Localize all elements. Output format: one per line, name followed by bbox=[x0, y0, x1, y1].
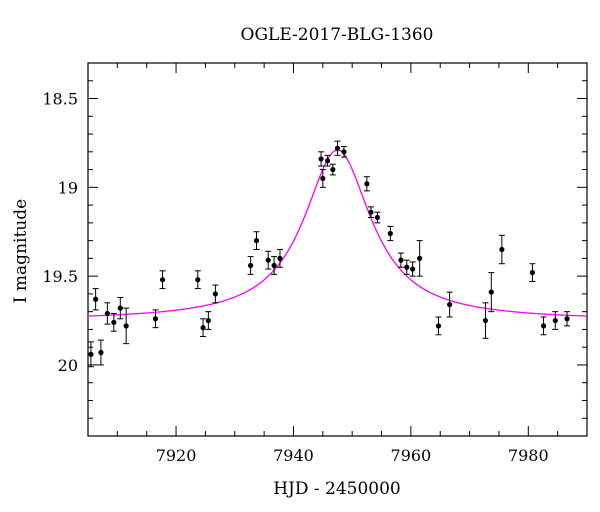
data-point bbox=[92, 288, 99, 311]
data-point bbox=[446, 291, 453, 318]
point-marker bbox=[341, 149, 347, 155]
data-point bbox=[409, 261, 416, 277]
point-marker bbox=[123, 323, 129, 329]
y-axis-label: I magnitude bbox=[11, 199, 31, 303]
point-marker bbox=[330, 166, 336, 173]
point-marker bbox=[318, 156, 324, 162]
data-point bbox=[387, 225, 394, 242]
point-marker bbox=[277, 255, 283, 261]
data-point bbox=[152, 309, 159, 329]
data-point bbox=[200, 318, 207, 338]
point-marker bbox=[564, 316, 570, 322]
y-tick-label: 19.5 bbox=[42, 267, 78, 286]
y-tick-label: 19 bbox=[58, 178, 78, 197]
point-marker bbox=[417, 255, 423, 261]
point-marker bbox=[152, 316, 159, 322]
data-point bbox=[247, 256, 254, 275]
point-marker bbox=[435, 323, 442, 329]
point-marker bbox=[404, 264, 410, 270]
point-marker bbox=[447, 301, 453, 308]
model-curve bbox=[87, 149, 588, 317]
y-tick-label: 20 bbox=[58, 356, 78, 375]
data-point bbox=[104, 302, 111, 325]
data-point bbox=[212, 284, 219, 304]
data-point bbox=[205, 311, 212, 330]
data-point bbox=[529, 263, 536, 282]
data-point bbox=[435, 316, 442, 336]
data-point bbox=[271, 256, 278, 275]
data-point bbox=[498, 234, 505, 265]
data-point bbox=[265, 250, 272, 270]
point-marker bbox=[540, 323, 547, 329]
data-point bbox=[87, 341, 94, 368]
point-marker bbox=[499, 246, 505, 253]
point-marker bbox=[387, 230, 393, 237]
point-marker bbox=[93, 296, 99, 302]
point-marker bbox=[488, 289, 494, 295]
point-marker bbox=[88, 351, 94, 357]
data-point bbox=[97, 339, 104, 366]
point-marker bbox=[364, 181, 370, 187]
y-tick-label: 18.5 bbox=[42, 90, 78, 109]
plot-frame bbox=[87, 62, 588, 437]
data-points-group bbox=[87, 140, 571, 368]
data-point bbox=[374, 211, 381, 224]
data-point bbox=[367, 206, 374, 219]
data-point bbox=[416, 240, 423, 277]
x-tick-label: 7940 bbox=[273, 446, 314, 465]
point-marker bbox=[410, 266, 416, 272]
data-point bbox=[397, 252, 404, 268]
data-point bbox=[403, 259, 410, 275]
x-tick-label: 7960 bbox=[391, 446, 432, 465]
point-marker bbox=[195, 277, 201, 283]
point-marker bbox=[552, 317, 558, 324]
point-marker bbox=[320, 175, 326, 182]
point-marker bbox=[398, 257, 404, 263]
data-point bbox=[194, 270, 201, 290]
data-point bbox=[110, 312, 117, 332]
point-marker bbox=[205, 317, 211, 324]
point-marker bbox=[253, 238, 260, 244]
point-marker bbox=[265, 257, 271, 263]
point-marker bbox=[368, 209, 374, 215]
data-point bbox=[540, 316, 547, 336]
data-point bbox=[159, 270, 166, 290]
data-point bbox=[564, 311, 571, 327]
data-point bbox=[253, 231, 260, 250]
data-point bbox=[276, 249, 283, 268]
point-marker bbox=[111, 319, 117, 325]
point-marker bbox=[324, 158, 331, 164]
point-marker bbox=[248, 262, 254, 269]
point-marker bbox=[271, 262, 277, 269]
data-point bbox=[482, 302, 489, 339]
point-marker bbox=[212, 291, 218, 297]
data-point bbox=[318, 151, 325, 167]
point-marker bbox=[98, 349, 104, 356]
data-point bbox=[340, 145, 347, 158]
chart-title: OGLE-2017-BLG-1360 bbox=[241, 25, 434, 45]
point-marker bbox=[334, 145, 341, 151]
point-marker bbox=[117, 305, 123, 311]
data-point bbox=[334, 140, 341, 156]
x-tick-label: 7920 bbox=[156, 446, 197, 465]
point-marker bbox=[200, 325, 206, 331]
point-marker bbox=[159, 277, 166, 283]
x-tick-label: 7980 bbox=[508, 446, 549, 465]
data-point bbox=[488, 272, 495, 313]
data-point bbox=[552, 311, 559, 330]
data-point bbox=[123, 307, 130, 345]
data-point bbox=[117, 296, 124, 320]
axis-ticks: 7920 7940 7960 7980 18.5 19 19.5 20 bbox=[42, 62, 588, 465]
data-point bbox=[363, 176, 370, 192]
x-axis-label: HJD - 2450000 bbox=[273, 479, 401, 499]
data-point bbox=[329, 163, 336, 176]
point-marker bbox=[104, 310, 110, 317]
point-marker bbox=[529, 269, 536, 276]
point-marker bbox=[482, 317, 489, 324]
model-curve-group bbox=[87, 149, 588, 317]
data-point bbox=[319, 169, 326, 188]
data-point bbox=[324, 154, 331, 167]
point-marker bbox=[374, 214, 381, 221]
